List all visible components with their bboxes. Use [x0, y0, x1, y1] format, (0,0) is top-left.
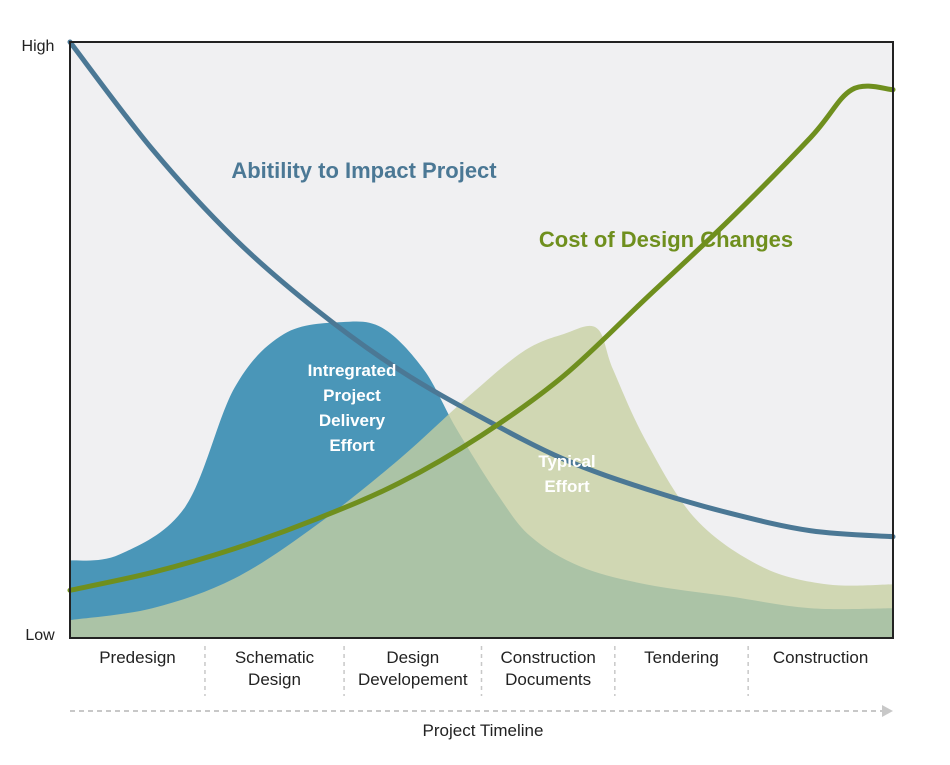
impact-curve-label: Abitility to Impact Project: [231, 158, 497, 183]
ipd-label-line: Intregrated: [308, 361, 397, 380]
phase-label: Schematic: [235, 648, 315, 667]
typical-effort-label: Typical Effort: [538, 452, 595, 496]
cost-curve-label: Cost of Design Changes: [539, 227, 793, 252]
cost-curve-line: [67, 83, 896, 593]
phase-label: Predesign: [99, 648, 176, 667]
phase-label: Design: [248, 670, 301, 689]
phase-label: Tendering: [644, 648, 719, 667]
typical-label-line: Effort: [544, 477, 590, 496]
phase-label: Developement: [358, 670, 468, 689]
ipd-label-line: Effort: [329, 436, 375, 455]
x-axis-title: Project Timeline: [423, 721, 544, 740]
ipd-label-line: Delivery: [319, 411, 386, 430]
phase-labels: Predesign Schematic Design Design Developeme…: [99, 646, 868, 696]
typical-effort-area: [70, 325, 893, 638]
trend-lines: [67, 39, 896, 593]
phase-label: Design: [386, 648, 439, 667]
impact-curve-line: [67, 39, 896, 540]
timeline-arrow: [70, 705, 893, 717]
typical-label-line: Typical: [538, 452, 595, 471]
phase-label: Construction: [773, 648, 868, 667]
plot-frame: [69, 41, 894, 639]
effort-areas: [70, 321, 893, 638]
phase-label: Construction: [500, 648, 595, 667]
y-tick-high: High: [22, 38, 55, 55]
ipd-effort-label: Intregrated Project Delivery Effort: [308, 361, 397, 455]
ipd-label-line: Project: [323, 386, 381, 405]
phase-label: Documents: [505, 670, 591, 689]
y-tick-low: Low: [25, 627, 55, 644]
